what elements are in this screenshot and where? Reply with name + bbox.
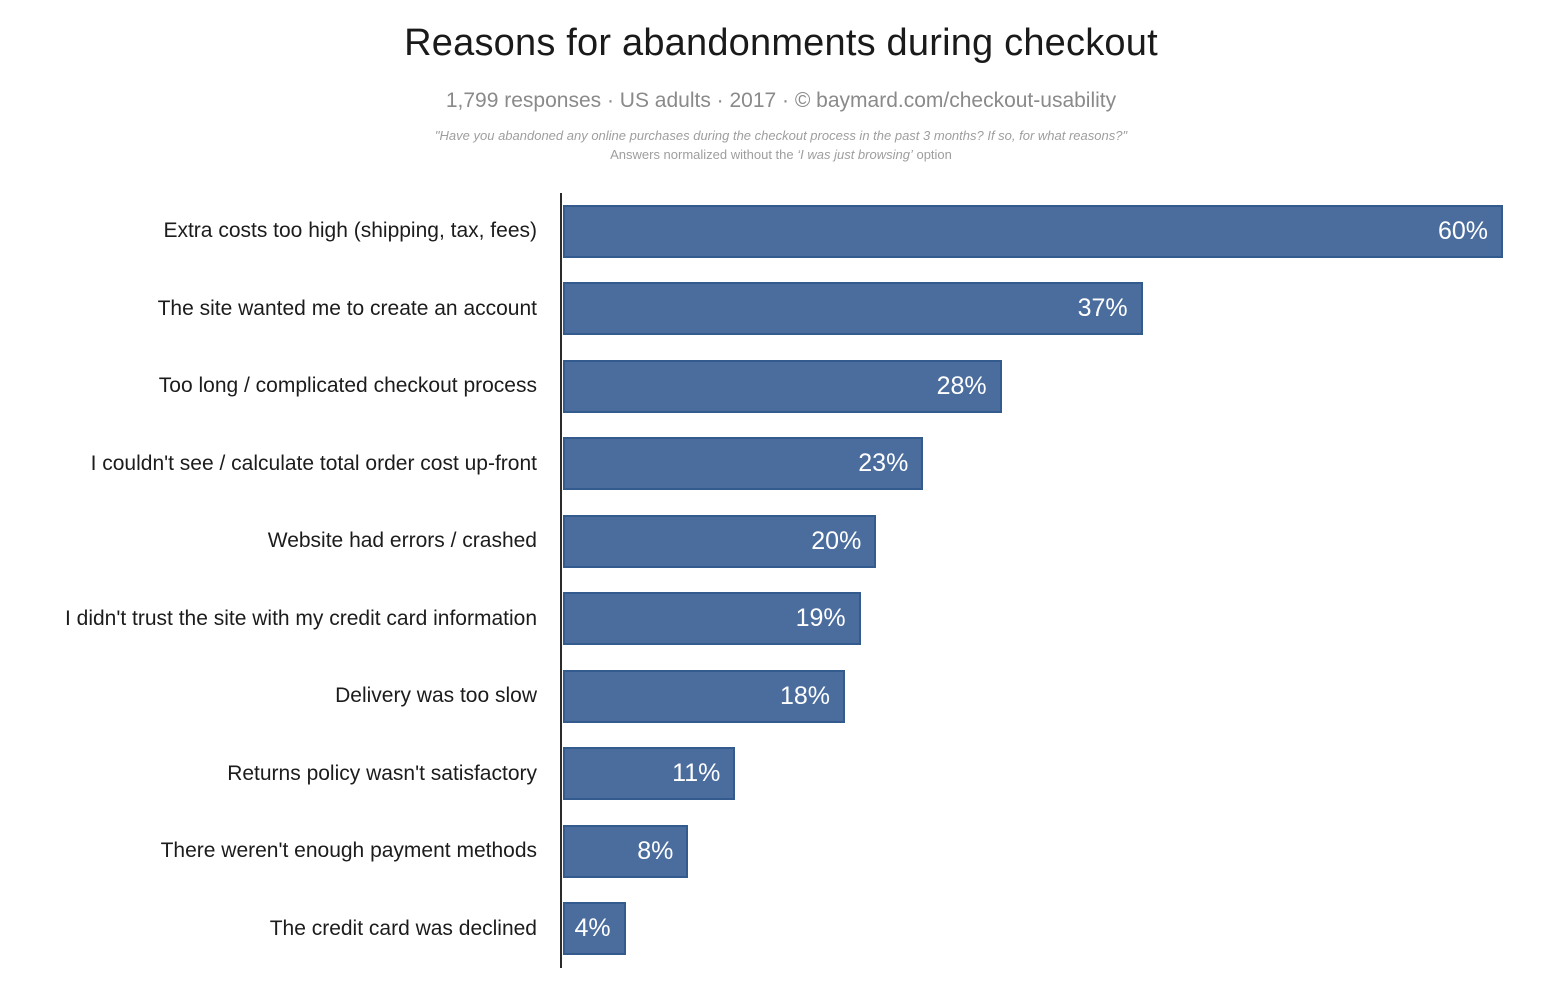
bar-track: 23% bbox=[563, 437, 1503, 491]
bar-value-label: 37% bbox=[1077, 294, 1128, 323]
bar: 23% bbox=[563, 437, 924, 491]
bar-value-label: 28% bbox=[936, 371, 987, 400]
chart-row: Delivery was too slow 18% bbox=[0, 658, 1562, 736]
normalization-note: Answers normalized without the ‘I was ju… bbox=[0, 146, 1562, 165]
bar-track: 28% bbox=[563, 359, 1503, 413]
category-label: Extra costs too high (shipping, tax, fee… bbox=[163, 219, 537, 243]
category-label: There weren't enough payment methods bbox=[160, 839, 537, 863]
bar-value-label: 23% bbox=[858, 449, 909, 478]
bar-track: 18% bbox=[563, 669, 1503, 723]
category-label: Website had errors / crashed bbox=[267, 529, 537, 553]
y-axis-line bbox=[560, 192, 562, 968]
bar: 4% bbox=[563, 902, 626, 956]
category-label: The credit card was declined bbox=[269, 916, 537, 940]
bar: 28% bbox=[563, 359, 1002, 413]
bar: 8% bbox=[563, 824, 689, 878]
normalization-note-prefix: Answers normalized without the bbox=[610, 146, 798, 162]
bar-value-label: 18% bbox=[779, 681, 830, 710]
category-label: I couldn't see / calculate total order c… bbox=[90, 451, 537, 475]
chart-row: Website had errors / crashed 20% bbox=[0, 503, 1562, 581]
chart-header: Reasons for abandonments during checkout… bbox=[0, 0, 1562, 165]
chart-subtitle: 1,799 responses · US adults · 2017 · © b… bbox=[445, 88, 1117, 112]
plot-rows: Extra costs too high (shipping, tax, fee… bbox=[0, 193, 1562, 968]
bar: 19% bbox=[563, 592, 861, 646]
chart-row: Returns policy wasn't satisfactory 11% bbox=[0, 735, 1562, 813]
bar-value-label: 60% bbox=[1437, 216, 1488, 245]
bar: 37% bbox=[563, 282, 1143, 336]
bar: 18% bbox=[563, 669, 845, 723]
chart-row: Too long / complicated checkout process … bbox=[0, 348, 1562, 426]
bar-track: 8% bbox=[563, 824, 1503, 878]
bar-track: 37% bbox=[563, 282, 1503, 336]
bar-value-label: 20% bbox=[811, 526, 862, 555]
chart-note: "Have you abandoned any online purchases… bbox=[0, 127, 1562, 165]
category-label: Returns policy wasn't satisfactory bbox=[227, 761, 537, 785]
category-label: The site wanted me to create an account bbox=[157, 296, 537, 320]
category-label: Too long / complicated checkout process bbox=[158, 374, 537, 398]
bar-chart: Extra costs too high (shipping, tax, fee… bbox=[0, 192, 1562, 968]
bar-track: 20% bbox=[563, 514, 1503, 568]
bar: 60% bbox=[563, 204, 1503, 258]
normalization-note-italic: ‘I was just browsing’ bbox=[797, 146, 913, 162]
bar: 20% bbox=[563, 514, 877, 568]
chart-row: Extra costs too high (shipping, tax, fee… bbox=[0, 193, 1562, 271]
category-label: I didn't trust the site with my credit c… bbox=[64, 606, 537, 630]
bar-track: 19% bbox=[563, 592, 1503, 646]
chart-row: I didn't trust the site with my credit c… bbox=[0, 580, 1562, 658]
survey-question-note: "Have you abandoned any online purchases… bbox=[434, 127, 1128, 143]
bar-value-label: 11% bbox=[672, 759, 721, 788]
category-label: Delivery was too slow bbox=[335, 684, 537, 708]
bar-value-label: 19% bbox=[795, 604, 846, 633]
chart-row: I couldn't see / calculate total order c… bbox=[0, 425, 1562, 503]
bar-track: 60% bbox=[563, 204, 1503, 258]
chart-row: The credit card was declined 4% bbox=[0, 890, 1562, 968]
bar-value-label: 4% bbox=[574, 914, 611, 943]
chart-row: The site wanted me to create an account … bbox=[0, 270, 1562, 348]
bar-track: 11% bbox=[563, 747, 1503, 801]
bar: 11% bbox=[563, 747, 736, 801]
bar-value-label: 8% bbox=[637, 836, 674, 865]
normalization-note-suffix: option bbox=[912, 146, 952, 162]
bar-track: 4% bbox=[563, 902, 1503, 956]
chart-row: There weren't enough payment methods 8% bbox=[0, 813, 1562, 891]
chart-title: Reasons for abandonments during checkout bbox=[404, 22, 1158, 64]
